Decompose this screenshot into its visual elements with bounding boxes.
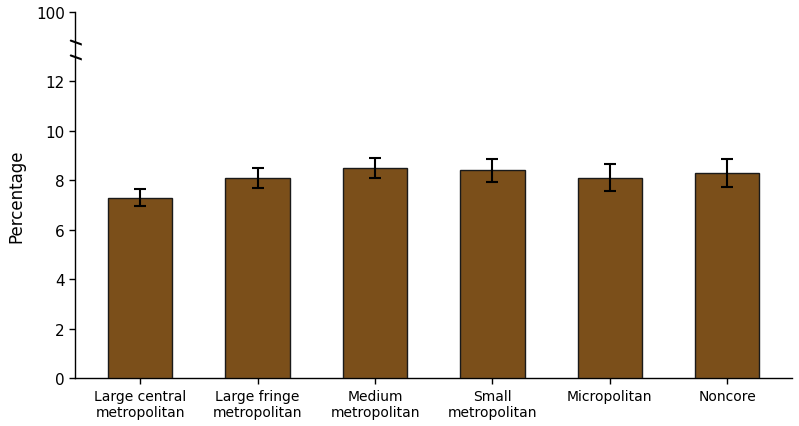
Bar: [578, 178, 642, 379]
Bar: [343, 169, 407, 379]
Bar: [225, 178, 290, 379]
Y-axis label: Percentage: Percentage: [7, 149, 25, 242]
Bar: [460, 171, 525, 379]
Bar: [108, 198, 173, 379]
Bar: [695, 173, 760, 379]
Bar: [81, 13, 786, 76]
